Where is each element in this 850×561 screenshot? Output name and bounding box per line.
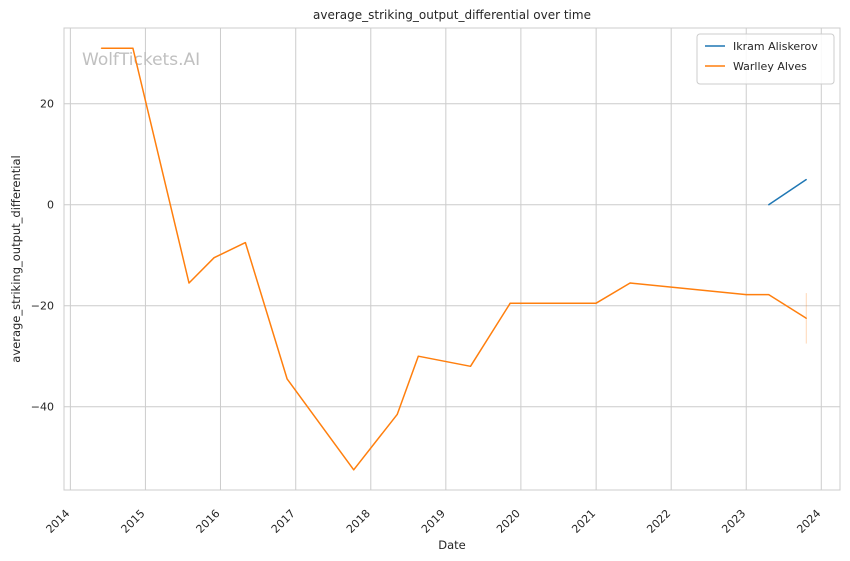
data-point-warlley-alves [745,293,747,296]
data-point-warlley-alves [188,282,190,284]
x-tick-label: 2023 [719,507,748,536]
data-point-warlley-alves [286,378,288,380]
legend-box [696,33,835,85]
x-tick-label: 2021 [569,507,598,536]
y-tick-label: 0 [47,199,54,212]
x-axis-title: Date [438,538,466,552]
data-point-warlley-alves [595,302,597,304]
legend: Ikram Aliskerov Warlley Alves [696,33,835,85]
data-point-warlley-alves [629,282,631,284]
chart-title: average_striking_output_differential ove… [313,8,591,22]
x-tick-label: 2017 [269,507,298,536]
legend-label: Ikram Aliskerov [733,40,818,53]
y-tick-label: 20 [40,98,54,111]
x-tick-label: 2015 [119,507,148,536]
y-axis-title: average_striking_output_differential [9,155,23,362]
x-tick-label: 2019 [419,507,448,536]
data-point-warlley-alves [100,47,103,49]
data-point-warlley-alves [509,302,511,304]
data-point-ikram-aliskerov [768,204,770,206]
x-tick-label: 2024 [794,507,823,536]
plot-area-frame [63,27,841,491]
data-point-warlley-alves [768,293,770,296]
x-tick-label: 2022 [644,507,673,536]
data-point-warlley-alves [244,241,246,244]
y-axis-ticks: 20 0 −20 −40 [31,98,54,414]
x-tick-label: 2014 [44,507,73,536]
series-line-warlley-alves [101,47,807,471]
data-point-ikram-aliskerov [805,178,807,181]
series-line-ikram-aliskerov [768,178,807,206]
data-point-warlley-alves [132,47,134,49]
y-tick-label: −20 [31,300,54,313]
data-point-warlley-alves [469,365,472,367]
data-point-warlley-alves [805,317,807,319]
series-lines [100,47,807,471]
x-tick-label: 2020 [494,507,523,536]
y-tick-label: −40 [31,401,54,414]
data-point-warlley-alves [417,355,419,357]
legend-label: Warlley Alves [733,60,807,73]
grid-lines [64,28,840,490]
x-tick-label: 2018 [344,507,373,536]
data-point-warlley-alves [353,469,355,471]
data-point-warlley-alves [213,257,215,259]
x-tick-label: 2016 [194,507,223,536]
data-point-warlley-alves [396,413,398,415]
watermark: WolfTickets.AI [82,50,200,70]
x-axis-ticks: 2014 2015 2016 2017 2018 2019 2020 2021 2022 2023… [44,507,824,536]
